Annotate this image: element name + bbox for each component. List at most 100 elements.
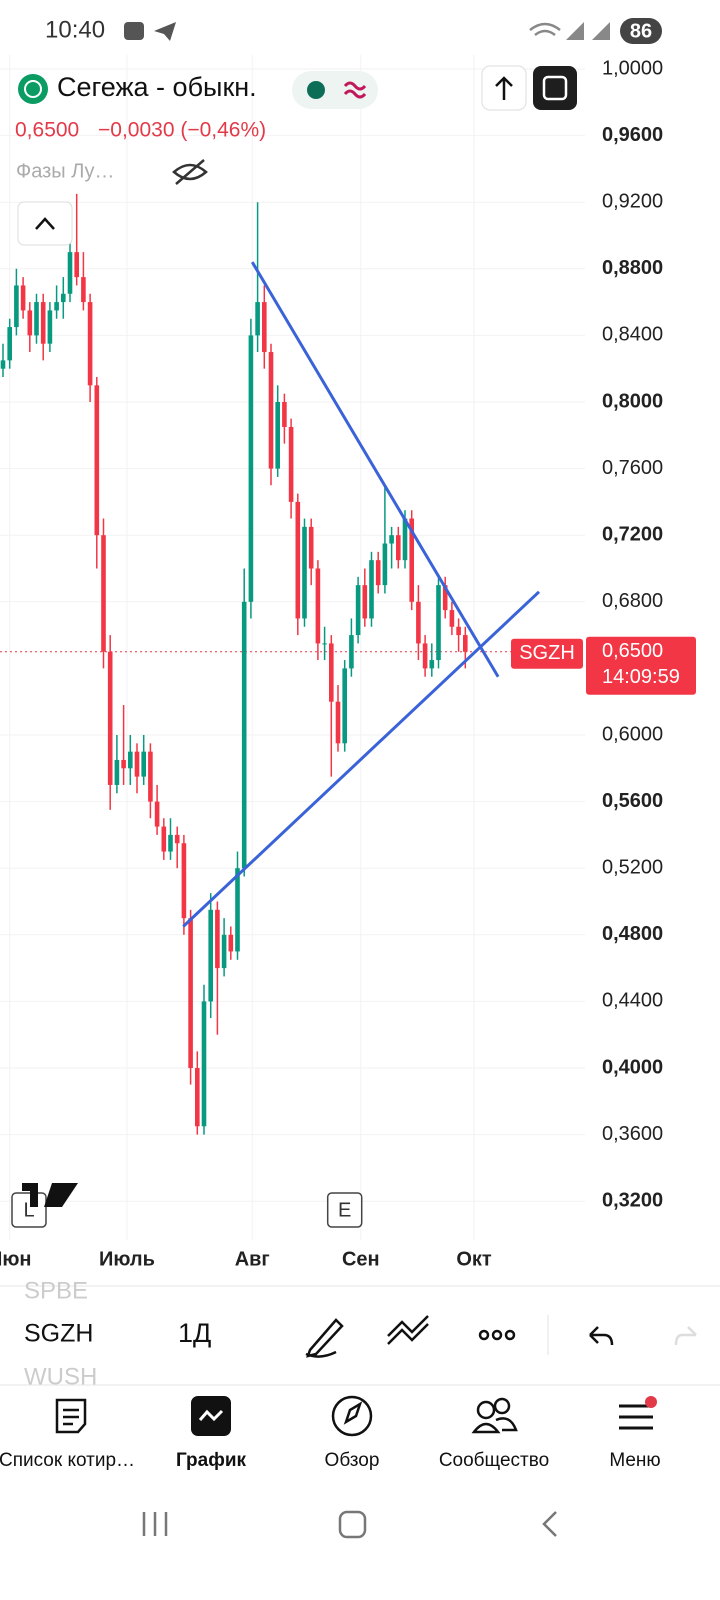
draw-tool[interactable] <box>305 1318 344 1358</box>
candle-body <box>141 751 146 777</box>
candle-body <box>369 560 374 619</box>
scale-icon: L <box>23 1199 34 1221</box>
y-tick-label: 0,8400 <box>602 324 663 346</box>
candle-body <box>248 335 254 602</box>
x-tick-label: Авг <box>235 1248 270 1270</box>
nav-icon[interactable] <box>55 1398 87 1434</box>
android-back[interactable] <box>542 1511 557 1537</box>
y-tick-label: 1,0000 <box>602 57 663 79</box>
symbol-current[interactable]: SGZH <box>24 1320 93 1348</box>
symbol-title[interactable]: Сегежа - обыкн. <box>57 72 257 102</box>
signal-icon <box>566 22 610 40</box>
indicator-name[interactable]: Фазы Лу… <box>16 160 115 182</box>
candle-body <box>107 651 113 785</box>
candle-body <box>47 310 53 344</box>
y-tick-label: 0,7600 <box>602 457 663 479</box>
redo-tool[interactable] <box>674 1326 697 1346</box>
status-icon <box>154 22 176 41</box>
fullscreen-button[interactable] <box>533 66 577 110</box>
event-label: E <box>338 1199 351 1221</box>
y-tick-label: 0,5600 <box>602 790 663 812</box>
candle-body <box>463 635 468 652</box>
symbol-tag <box>511 638 583 669</box>
collapse-button[interactable] <box>17 201 73 246</box>
y-tick-label: 0,4000 <box>602 1056 663 1078</box>
candle-body <box>201 1001 207 1127</box>
candle-body <box>134 751 140 777</box>
nav-icon[interactable] <box>619 1404 653 1430</box>
candle-body <box>121 759 126 769</box>
candle-body <box>208 909 213 1002</box>
candle-body <box>302 526 307 619</box>
candle-body <box>241 601 247 869</box>
candle-body <box>295 501 301 619</box>
candle-body <box>315 568 321 644</box>
candle-body <box>0 360 6 369</box>
y-tick-label: 0,3200 <box>602 1189 663 1211</box>
candle-body <box>268 352 274 469</box>
y-tick-label: 0,9600 <box>602 124 663 146</box>
interval[interactable]: 1Д <box>178 1318 211 1348</box>
candle-body <box>34 302 39 336</box>
y-tick-label: 0,8000 <box>602 390 663 412</box>
candle-body <box>262 302 267 353</box>
indicators-tool[interactable] <box>387 1315 429 1345</box>
nav-label[interactable]: Список котир… <box>0 1450 135 1471</box>
candle-body <box>282 401 287 427</box>
tradingview-logo <box>22 1183 78 1207</box>
candle-body <box>61 293 66 303</box>
candle-body <box>255 302 260 336</box>
candle-body <box>456 626 461 636</box>
x-tick-label: Июль <box>99 1248 155 1270</box>
candle-body <box>67 252 73 294</box>
candle-body <box>355 585 361 636</box>
candle-body <box>402 518 408 561</box>
symbol-option[interactable]: SPBE <box>24 1277 88 1304</box>
nav-icon[interactable] <box>471 1397 518 1434</box>
candle-body <box>20 285 26 311</box>
nav-icon[interactable] <box>331 1395 373 1437</box>
candle-body <box>161 826 167 852</box>
symbol-logo <box>18 74 48 104</box>
nav-label[interactable]: Меню <box>609 1450 660 1471</box>
nav-label[interactable]: График <box>176 1450 247 1471</box>
status-pill[interactable] <box>292 71 378 109</box>
wifi-icon <box>529 22 561 37</box>
header-change: −0,0030 (−0,46%) <box>98 119 266 142</box>
y-tick-label: 0,7200 <box>602 523 663 545</box>
candle-body <box>54 302 59 311</box>
fullscreen-icon <box>542 75 568 101</box>
candle-body <box>329 643 334 702</box>
android-home[interactable] <box>338 1510 367 1539</box>
nav-label[interactable]: Сообщество <box>439 1450 549 1471</box>
trend-line <box>182 590 541 928</box>
candle-body <box>40 302 46 344</box>
hide-indicator-icon[interactable] <box>172 159 208 185</box>
more-tool[interactable] <box>478 1329 516 1341</box>
y-tick-label: 0,9200 <box>602 190 663 212</box>
candle-body <box>416 601 421 644</box>
candle-body <box>342 668 347 744</box>
candle-body <box>174 834 180 844</box>
candle-body <box>442 585 448 611</box>
status-icon <box>124 22 144 40</box>
candle-body <box>215 909 220 969</box>
candle-body <box>188 918 193 1069</box>
candle-body <box>375 560 381 586</box>
symbol-tag-label: SGZH <box>519 642 575 664</box>
android-recent[interactable] <box>142 1512 168 1536</box>
symbol-option[interactable]: WUSH <box>24 1363 97 1390</box>
undo-tool[interactable] <box>589 1326 614 1346</box>
battery-level: 86 <box>630 20 652 42</box>
candle-body <box>94 385 100 536</box>
candle-body <box>429 660 435 669</box>
candle-body <box>128 751 133 769</box>
y-tick-label: 0,6800 <box>602 590 663 612</box>
candle-body <box>422 643 428 669</box>
candle-body <box>396 535 401 561</box>
status-time: 10:40 <box>45 16 105 43</box>
nav-label[interactable]: Обзор <box>325 1450 380 1471</box>
collapse-icon <box>35 217 55 230</box>
last-price-box <box>586 636 696 695</box>
